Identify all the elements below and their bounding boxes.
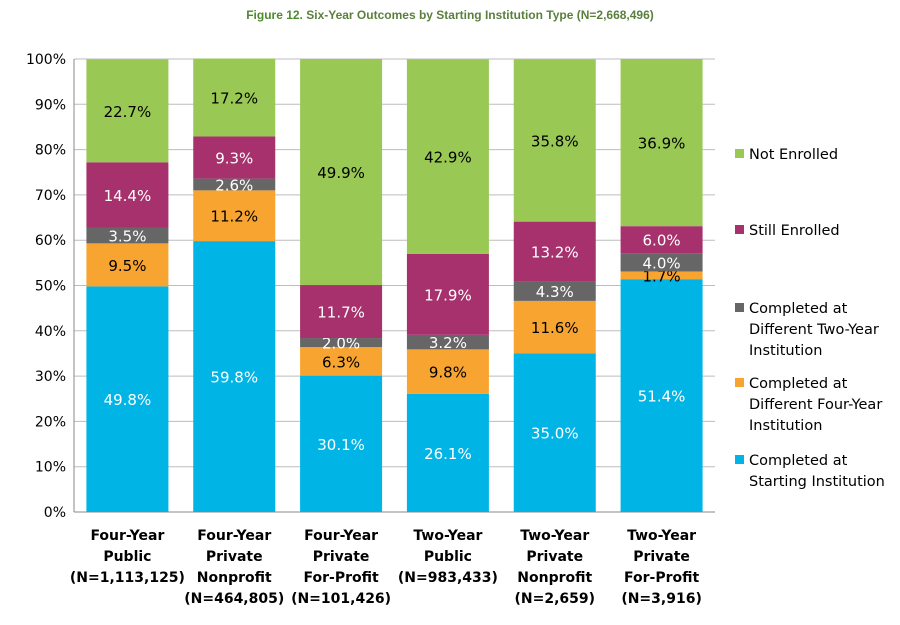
bar-segment: [406, 349, 489, 394]
x-category-label: Four-Year Private For-Profit (N=101,426): [291, 528, 391, 607]
legend-label: Not Enrolled: [749, 147, 838, 163]
data-label: 2.6%: [215, 176, 253, 194]
data-label: 6.0%: [643, 232, 681, 250]
data-label: 42.9%: [424, 149, 472, 167]
bar-segment: [86, 227, 169, 244]
legend-swatch: [735, 378, 744, 387]
legend-swatch: [735, 149, 744, 158]
data-label: 13.2%: [531, 244, 579, 262]
bar-segment: [406, 253, 489, 335]
bar-segment: [193, 241, 276, 512]
data-label: 17.9%: [424, 286, 472, 304]
data-label: 30.1%: [317, 436, 365, 454]
bar-segment: [620, 59, 703, 227]
bar-segment: [300, 285, 383, 339]
data-label: 59.8%: [210, 369, 258, 387]
bar-segment: [513, 59, 596, 222]
data-label: 3.5%: [108, 227, 146, 245]
legend-label: Completed at Starting Institution: [749, 453, 885, 490]
bar-segment: [86, 243, 169, 287]
figure-title: Figure 12. Six-Year Outcomes by Starting…: [0, 8, 900, 22]
x-category-label: Four-Year Private Nonprofit (N=464,805): [184, 528, 284, 607]
data-label: 11.6%: [531, 319, 579, 337]
bar-segment: [620, 253, 703, 272]
y-tick-label: 50%: [35, 279, 66, 295]
bar-segment: [513, 300, 596, 354]
data-label: 36.9%: [638, 135, 686, 153]
legend-label: Completed at Different Two-Year Institutio…: [749, 301, 879, 359]
y-tick-label: 30%: [35, 369, 66, 385]
data-label: 49.9%: [317, 164, 365, 182]
x-category-label: Two-Year Public (N=983,433): [398, 528, 498, 586]
figure-label: Figure 12.: [246, 8, 303, 22]
y-tick-label: 20%: [35, 414, 66, 430]
x-category-label: Two-Year Private Nonprofit (N=2,659): [514, 528, 595, 607]
bar-segment: [406, 334, 489, 350]
y-tick-label: 80%: [35, 143, 66, 159]
data-label: 22.7%: [104, 103, 152, 121]
data-label: 9.3%: [215, 150, 253, 168]
y-tick-label: 90%: [35, 97, 66, 113]
data-label: 26.1%: [424, 445, 472, 463]
data-label: 14.4%: [104, 187, 152, 205]
data-label: 9.8%: [429, 364, 467, 382]
bar-segment: [513, 281, 596, 301]
bar-segment: [300, 59, 383, 286]
data-label: 1.7%: [643, 267, 681, 285]
bar-segment: [300, 347, 383, 376]
bar-segment: [193, 178, 276, 191]
legend-swatch: [735, 303, 744, 312]
data-label: 49.8%: [104, 391, 152, 409]
data-label: 6.3%: [322, 353, 360, 371]
bar-segment: [193, 136, 276, 179]
data-label: 17.2%: [210, 90, 258, 108]
y-tick-label: 0%: [44, 505, 66, 521]
legend-label: Still Enrolled: [749, 223, 840, 239]
bar-segment: [513, 353, 596, 512]
data-label: 35.8%: [531, 133, 579, 151]
bar-segment: [620, 226, 703, 254]
y-tick-label: 60%: [35, 233, 66, 249]
x-category-label: Two-Year Private For-Profit (N=3,916): [621, 528, 702, 607]
data-label: 11.7%: [317, 304, 365, 322]
data-label: 2.0%: [322, 335, 360, 353]
legend-swatch: [735, 455, 744, 464]
bar-segment: [193, 58, 276, 137]
data-label: 35.0%: [531, 425, 579, 443]
legend-label: Completed at Different Four-Year Instituti…: [749, 376, 882, 434]
bar-segment: [86, 286, 169, 512]
y-tick-label: 70%: [35, 188, 66, 204]
bar-segment: [620, 271, 703, 280]
y-tick-label: 40%: [35, 324, 66, 340]
bar-segment: [406, 393, 489, 512]
y-tick-label: 10%: [35, 460, 66, 476]
bar-segment: [300, 375, 383, 512]
data-label: 51.4%: [638, 388, 686, 406]
bar-segment: [86, 59, 169, 163]
bar-segment: [300, 338, 383, 348]
x-category-label: Four-Year Public (N=1,113,125): [70, 528, 185, 586]
bar-segment: [406, 59, 489, 254]
data-label: 11.2%: [210, 208, 258, 226]
bar-segment: [86, 162, 169, 228]
y-tick-label: 100%: [26, 52, 66, 68]
data-label: 3.2%: [429, 334, 467, 352]
data-label: 4.0%: [643, 254, 681, 272]
data-label: 9.5%: [108, 257, 146, 275]
bar-segment: [193, 190, 276, 242]
bar-segment: [620, 279, 703, 512]
legend-swatch: [735, 225, 744, 234]
data-label: 4.3%: [536, 283, 574, 301]
bar-segment: [513, 221, 596, 282]
figure-title-text: Six-Year Outcomes by Starting Institutio…: [306, 8, 654, 22]
